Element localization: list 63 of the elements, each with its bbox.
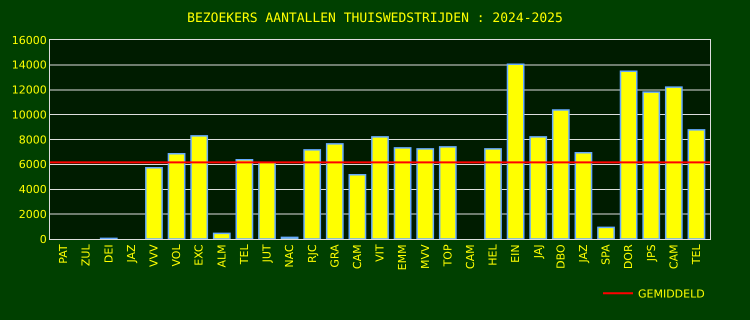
bar [620, 70, 638, 239]
bar [303, 149, 322, 239]
y-tick-label: 16000 [12, 34, 47, 47]
x-tick-label: NAC [283, 244, 296, 268]
bar [574, 152, 592, 239]
y-tick-label: 2000 [18, 208, 47, 221]
x-tick-label: SPA [600, 244, 613, 265]
x-tick-label: VIT [374, 244, 387, 262]
legend-label: GEMIDDELD [638, 288, 705, 301]
x-tick-label: RJC [306, 244, 319, 263]
bar [326, 143, 344, 239]
chart-title: BEZOEKERS AANTALLEN THUISWEDSTRIJDEN : 2024-2025 [187, 10, 563, 26]
bar [145, 166, 163, 239]
x-tick-label: ZUL [80, 244, 93, 266]
bar [371, 136, 389, 239]
bar [688, 129, 706, 239]
x-tick-label: JPS [644, 244, 658, 262]
x-tick-label: CAM [667, 244, 680, 270]
x-tick-label: VOL [170, 244, 184, 267]
y-tick-label: 10000 [12, 108, 47, 122]
x-tick-label: JAJ [532, 244, 545, 260]
bar [529, 136, 548, 239]
x-tick-label: TEL [238, 244, 251, 266]
bar [506, 64, 524, 239]
x-tick-label: VVV [148, 244, 161, 267]
bar [394, 147, 412, 239]
y-tick-label: 8000 [18, 133, 47, 146]
bar [484, 148, 502, 239]
bar [348, 174, 366, 239]
x-tick-label: GRA [328, 244, 342, 268]
bar [190, 135, 208, 239]
y-tick-label: 6000 [18, 158, 47, 172]
x-tick-label: CAM [350, 244, 364, 270]
x-tick-label: PAT [57, 244, 70, 264]
bar [168, 153, 186, 239]
x-tick-label: DEI [102, 244, 116, 264]
bar [212, 232, 231, 239]
y-tick-label: 0 [40, 232, 47, 246]
y-tick-label: 4000 [18, 183, 47, 196]
y-tick-label: 12000 [12, 84, 47, 97]
bar [664, 86, 683, 239]
x-tick-label: MVV [418, 244, 432, 269]
x-tick-label: TEL [690, 244, 704, 266]
x-tick-label: CAM [464, 244, 477, 270]
bar [597, 226, 615, 239]
x-tick-label: TOP [441, 244, 454, 268]
y-tick-label: 14000 [12, 58, 47, 72]
x-tick-label: ALM [215, 244, 228, 268]
bar [258, 162, 276, 239]
x-tick-label: JUT [260, 244, 274, 264]
x-tick-label: HEL [486, 244, 500, 266]
x-tick-label: JAZ [576, 244, 590, 264]
bar [552, 109, 570, 239]
bar [438, 146, 457, 239]
x-tick-label: JAZ [124, 244, 138, 264]
x-tick-label: EXC [192, 244, 206, 266]
x-tick-label: DOR [622, 244, 636, 270]
bar [642, 91, 660, 239]
x-tick-label: EIN [509, 244, 522, 263]
bar [236, 159, 254, 239]
x-tick-label: EMM [396, 244, 410, 270]
x-tick-label: DBO [554, 244, 568, 269]
bar [416, 148, 434, 239]
